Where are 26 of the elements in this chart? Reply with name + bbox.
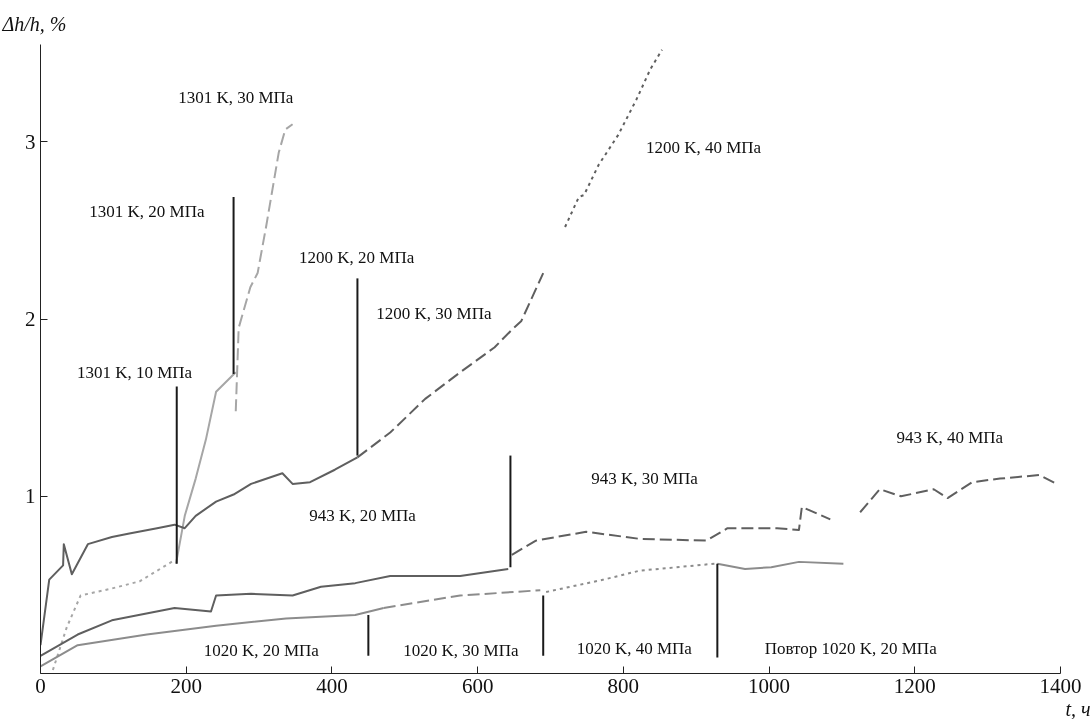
annotation: Повтор 1020 K, 20 MПa (764, 639, 938, 659)
x-tick-label: 600 (461, 673, 494, 698)
annotation: 943 K, 20 MПa (309, 506, 417, 526)
x-axis-title: t, ч (1065, 697, 1090, 719)
annotation: 1301 K, 10 MПa (76, 362, 193, 382)
x-tick-label: 0 (35, 673, 46, 698)
annotation: 1200 K, 20 MПa (299, 247, 415, 267)
annotation: 1301 K, 20 MПa (89, 201, 205, 221)
y-tick-label: 2 (25, 307, 36, 332)
annotation: 1200 K, 40 MПa (645, 137, 762, 157)
x-tick-label: 800 (607, 673, 640, 698)
annotation: 1020 K, 30 MПa (403, 640, 519, 660)
y-axis-title: Δh/h, % (1, 12, 67, 35)
y-tick-label: 3 (25, 129, 36, 154)
x-tick-label: 200 (170, 673, 202, 698)
annotation: 943 K, 30 MПa (591, 469, 699, 489)
x-tick-label: 1000 (748, 673, 791, 698)
annotation: 1301 K, 30 MПa (178, 88, 294, 108)
annotation: 943 K, 40 MПa (896, 428, 1004, 448)
annotation: 1020 K, 20 MПa (203, 640, 320, 660)
annotation: 1020 K, 40 MПa (576, 639, 693, 659)
x-tick-label: 1400 (1039, 673, 1082, 698)
annotation: 1200 K, 30 MПa (376, 304, 492, 324)
y-tick-label: 1 (25, 484, 36, 509)
x-tick-label: 400 (316, 673, 348, 698)
x-tick-label: 1200 (893, 673, 936, 698)
